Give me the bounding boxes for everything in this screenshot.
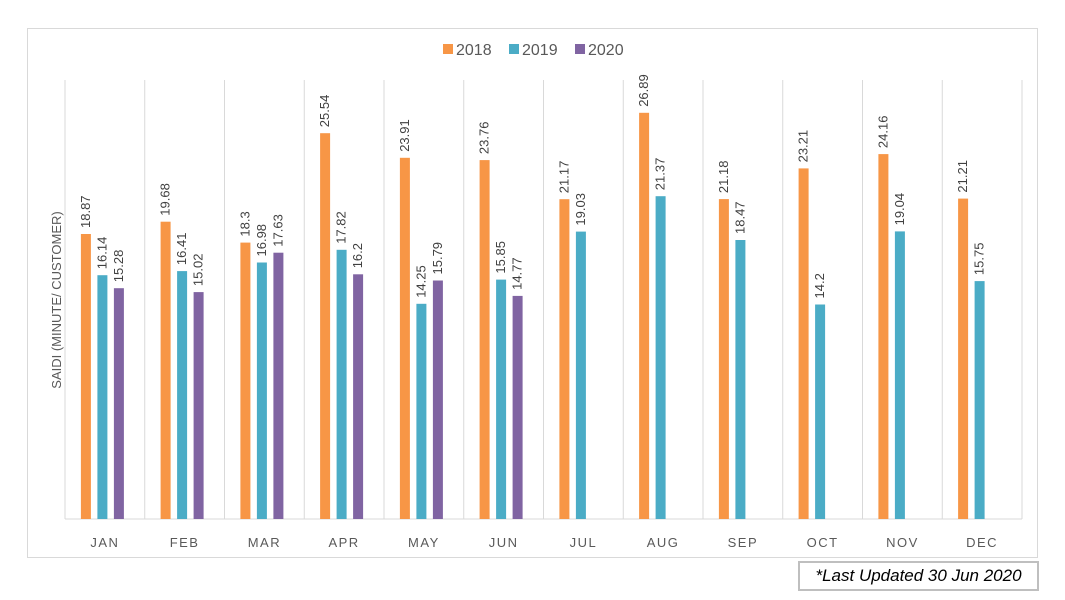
bar-2019-jun[interactable]	[496, 279, 507, 519]
data-label-2019-apr: 17.82	[334, 211, 349, 244]
data-label-2018-jun: 23.76	[477, 122, 492, 155]
data-label-2019-feb: 16.41	[174, 233, 189, 266]
data-label-2018-dec: 21.21	[955, 160, 970, 193]
data-label-2020-may: 15.79	[430, 242, 445, 275]
last-updated-text: *Last Updated 30 Jun 2020	[815, 566, 1022, 585]
data-label-2020-jun: 14.77	[510, 257, 525, 290]
legend-swatch-2019	[509, 44, 519, 54]
category-separators	[64, 80, 1023, 519]
x-tick-label-dec: DEC	[966, 535, 998, 550]
data-label-2019-jun: 15.85	[493, 241, 508, 274]
bar-2018-apr[interactable]	[320, 133, 331, 519]
data-label-2018-oct: 23.21	[796, 130, 811, 163]
data-label-2019-aug: 21.37	[653, 158, 668, 191]
x-tick-label-oct: OCT	[807, 535, 839, 550]
legend-swatch-2020	[575, 44, 585, 54]
bar-2020-jan[interactable]	[113, 288, 124, 519]
data-label-2020-mar: 17.63	[270, 214, 285, 247]
bar-2018-sep[interactable]	[718, 199, 729, 519]
x-tick-label-feb: FEB	[170, 535, 200, 550]
data-label-2020-jan: 15.28	[111, 250, 126, 283]
data-label-2018-sep: 21.18	[716, 161, 731, 194]
x-tick-label-jan: JAN	[90, 535, 119, 550]
bar-2019-sep[interactable]	[735, 240, 746, 519]
data-label-2019-mar: 16.98	[254, 224, 269, 257]
data-label-2018-may: 23.91	[397, 119, 412, 152]
legend-swatch-2018	[443, 44, 453, 54]
y-axis-label: SAIDI (MINUTE/ CUSTOMER)	[49, 211, 64, 388]
legend-label-2018[interactable]: 2018	[456, 42, 492, 59]
x-tick-label-mar: MAR	[248, 535, 281, 550]
bar-2018-jul[interactable]	[559, 199, 570, 519]
legend-label-2020[interactable]: 2020	[588, 42, 624, 59]
last-updated-note: *Last Updated 30 Jun 2020	[798, 561, 1039, 591]
bar-2020-apr[interactable]	[353, 274, 364, 519]
data-label-2018-apr: 25.54	[317, 95, 332, 128]
data-label-2020-feb: 15.02	[191, 254, 206, 287]
data-label-2018-nov: 24.16	[875, 116, 890, 149]
data-label-2019-may: 14.25	[413, 265, 428, 298]
data-label-2019-jul: 19.03	[573, 193, 588, 226]
bar-2020-feb[interactable]	[193, 292, 204, 519]
data-label-2019-dec: 15.75	[972, 243, 987, 276]
data-label-2018-aug: 26.89	[636, 74, 651, 107]
bar-2018-oct[interactable]	[798, 168, 809, 519]
data-label-2018-jul: 21.17	[556, 161, 571, 194]
bar-2018-nov[interactable]	[878, 154, 889, 519]
x-tick-label-apr: APR	[328, 535, 359, 550]
data-label-2019-jan: 16.14	[94, 237, 109, 270]
data-label-2019-oct: 14.2	[812, 273, 827, 298]
bar-2018-may[interactable]	[399, 157, 410, 520]
bar-2019-may[interactable]	[416, 303, 427, 519]
data-label-2019-nov: 19.04	[892, 193, 907, 226]
bar-2019-jul[interactable]	[575, 231, 586, 519]
bar-2020-may[interactable]	[432, 280, 443, 520]
data-label-2018-feb: 19.68	[158, 183, 173, 216]
data-label-2018-mar: 18.3	[237, 211, 252, 236]
bar-2019-feb[interactable]	[177, 271, 188, 519]
bar-2018-feb[interactable]	[160, 221, 171, 519]
x-tick-label-aug: AUG	[647, 535, 680, 550]
bar-2019-oct[interactable]	[815, 304, 826, 520]
bar-2019-nov[interactable]	[894, 231, 905, 519]
legend[interactable]: 2018 2019 2020	[443, 42, 624, 59]
bar-2018-jun[interactable]	[479, 160, 490, 519]
bar-2019-dec[interactable]	[974, 281, 985, 519]
legend-label-2019[interactable]: 2019	[522, 42, 558, 59]
x-tick-labels: JAN FEB MAR APR MAY JUN JUL AUG SEP OCT NOV DEC	[90, 535, 998, 550]
bar-2018-jan[interactable]	[80, 234, 91, 519]
bar-2018-dec[interactable]	[958, 198, 969, 519]
x-tick-label-jul: JUL	[570, 535, 598, 550]
bar-2019-apr[interactable]	[336, 249, 347, 520]
chart-frame	[27, 28, 1038, 558]
bar-2018-aug[interactable]	[639, 112, 650, 520]
bar-2019-mar[interactable]	[256, 262, 267, 520]
bar-2019-jan[interactable]	[97, 275, 108, 519]
data-label-2020-apr: 16.2	[350, 243, 365, 268]
data-label-2018-jan: 18.87	[78, 195, 93, 228]
bar-2020-jun[interactable]	[512, 295, 523, 519]
bar-2020-mar[interactable]	[273, 252, 284, 519]
bar-2018-mar[interactable]	[240, 242, 251, 519]
bar-2019-aug[interactable]	[655, 196, 666, 519]
bars-group	[80, 112, 985, 520]
x-tick-label-sep: SEP	[728, 535, 759, 550]
x-tick-label-jun: JUN	[489, 535, 519, 550]
x-tick-label-nov: NOV	[886, 535, 919, 550]
x-tick-label-may: MAY	[408, 535, 440, 550]
data-label-2019-sep: 18.47	[732, 201, 747, 234]
